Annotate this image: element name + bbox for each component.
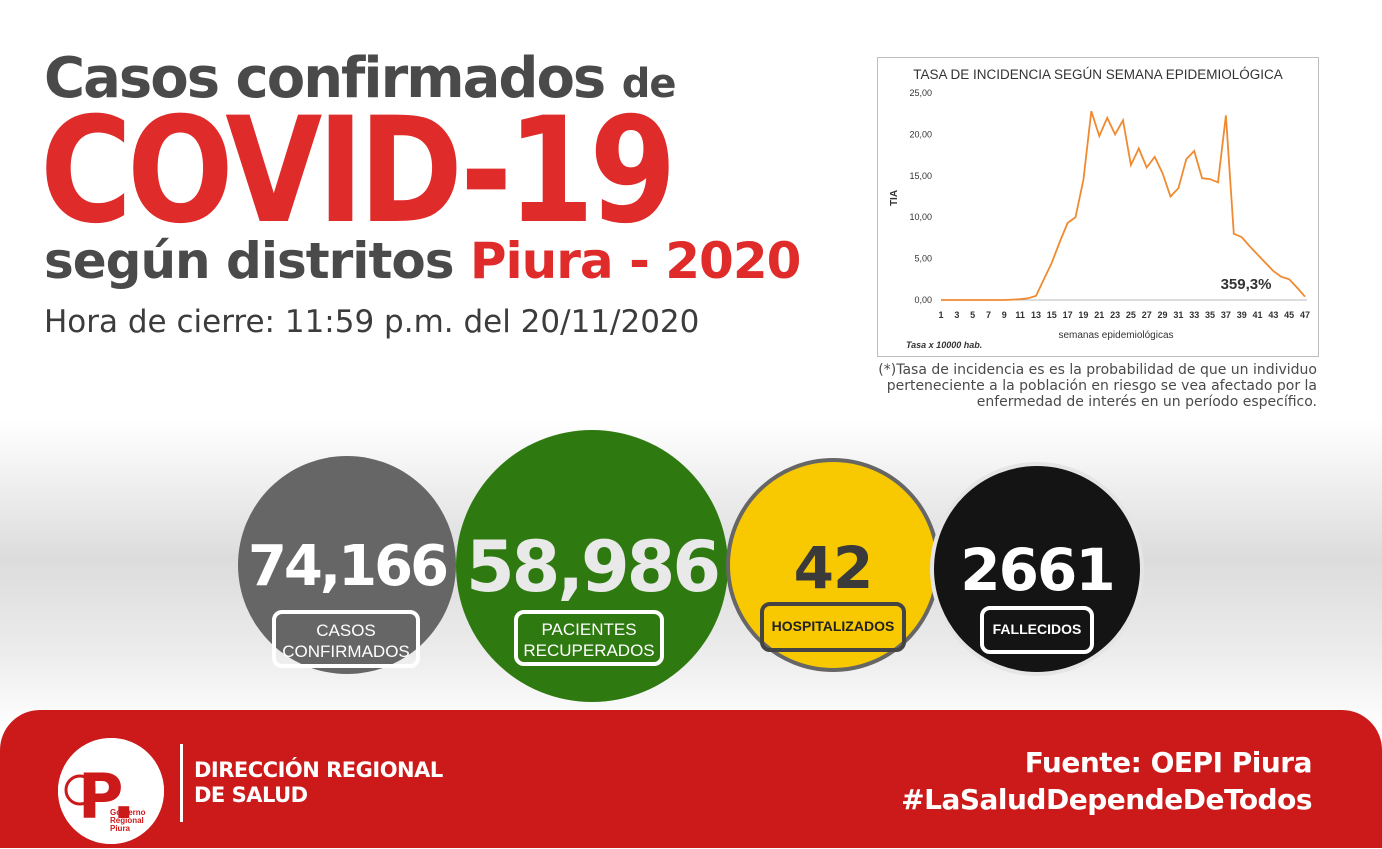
closing-time: Hora de cierre: 11:59 p.m. del 20/11/202… bbox=[44, 304, 700, 340]
y-tick-label: 5,00 bbox=[914, 254, 932, 264]
x-tick-label: 9 bbox=[1002, 310, 1007, 320]
title-region-year: Piura - 2020 bbox=[469, 232, 802, 290]
x-tick-label: 39 bbox=[1237, 310, 1247, 320]
organization-line-1: DIRECCIÓN REGIONAL bbox=[194, 758, 443, 782]
logo-caption: Gobierno Regional Piura bbox=[110, 808, 148, 833]
y-tick-label: 25,00 bbox=[909, 88, 932, 98]
y-tick-label: 0,00 bbox=[914, 295, 932, 305]
chart-footnote-label: Tasa x 10000 hab. bbox=[906, 340, 982, 350]
logo-caption-l2: Regional bbox=[110, 816, 144, 825]
x-tick-label: 29 bbox=[1158, 310, 1168, 320]
confirmed-value: 74,166 bbox=[247, 534, 449, 599]
hashtag-text: #LaSaludDependeDeTodos bbox=[901, 783, 1312, 816]
organization-line-2: DE SALUD bbox=[194, 783, 308, 807]
x-tick-label: 11 bbox=[1015, 310, 1025, 320]
logo-caption-l1: Gobierno bbox=[110, 808, 146, 817]
x-tick-label: 47 bbox=[1300, 310, 1310, 320]
y-tick-label: 10,00 bbox=[909, 212, 932, 222]
x-tick-label: 21 bbox=[1094, 310, 1104, 320]
title-small: de bbox=[621, 61, 677, 107]
deceased-label: FALLECIDOS bbox=[980, 606, 1094, 654]
deceased-circle: 2661 FALLECIDOS bbox=[930, 462, 1144, 676]
source-text: Fuente: OEPI Piura bbox=[1024, 746, 1313, 779]
x-tick-label: 1 bbox=[938, 310, 943, 320]
footer-banner: P. Gobierno Regional Piura DIRECCIÓN REG… bbox=[0, 710, 1382, 848]
series-line bbox=[941, 110, 1306, 301]
x-tick-label: 45 bbox=[1284, 310, 1294, 320]
x-tick-label: 25 bbox=[1126, 310, 1136, 320]
title-main: Casos confirmados bbox=[44, 46, 606, 111]
y-tick-label: 15,00 bbox=[909, 171, 932, 181]
x-tick-label: 27 bbox=[1142, 310, 1152, 320]
deceased-value: 2661 bbox=[960, 536, 1115, 604]
x-tick-label: 41 bbox=[1253, 310, 1263, 320]
confirmed-circle: 74,166 CASOS CONFIRMADOS bbox=[238, 456, 456, 674]
x-tick-label: 23 bbox=[1110, 310, 1120, 320]
incidence-chart: TASA DE INCIDENCIA SEGÚN SEMANA EPIDEMIO… bbox=[877, 57, 1319, 357]
x-tick-label: 7 bbox=[986, 310, 991, 320]
x-tick-label: 15 bbox=[1047, 310, 1057, 320]
chart-x-axis-label: semanas epidemiológicas bbox=[1058, 330, 1173, 341]
chart-note: (*)Tasa de incidencia es es la probabili… bbox=[878, 362, 1317, 410]
title-covid: COVID-19 bbox=[40, 86, 677, 256]
footer-divider bbox=[180, 744, 183, 822]
logo-letter: P. bbox=[78, 760, 136, 833]
x-tick-label: 19 bbox=[1078, 310, 1088, 320]
organization-name: DIRECCIÓN REGIONAL DE SALUD bbox=[194, 758, 443, 808]
recovered-value: 58,986 bbox=[465, 526, 721, 608]
title-districts: según distritos bbox=[44, 232, 454, 290]
title-line-3: según distritos Piura - 2020 bbox=[44, 232, 802, 290]
hospitalized-circle: 42 HOSPITALIZADOS bbox=[726, 458, 940, 672]
x-tick-label: 33 bbox=[1189, 310, 1199, 320]
y-tick-label: 20,00 bbox=[909, 129, 932, 139]
incidence-chart-svg: TASA DE INCIDENCIA SEGÚN SEMANA EPIDEMIO… bbox=[889, 67, 1310, 350]
footer-source: Fuente: OEPI Piura #LaSaludDependeDeTodo… bbox=[901, 744, 1312, 818]
x-tick-label: 13 bbox=[1031, 310, 1041, 320]
title-block: Casos confirmados de COVID-19 según dist… bbox=[0, 0, 860, 420]
gobierno-regional-logo: P. Gobierno Regional Piura bbox=[58, 738, 164, 844]
x-tick-label: 43 bbox=[1268, 310, 1278, 320]
title-line-1: Casos confirmados de bbox=[44, 46, 677, 111]
hospitalized-label: HOSPITALIZADOS bbox=[760, 602, 906, 652]
x-tick-label: 37 bbox=[1221, 310, 1231, 320]
x-tick-label: 5 bbox=[970, 310, 975, 320]
recovered-label: PACIENTES RECUPERADOS bbox=[514, 610, 664, 666]
chart-y-axis-label: TIA bbox=[889, 190, 900, 206]
x-tick-label: 3 bbox=[954, 310, 959, 320]
x-tick-label: 17 bbox=[1063, 310, 1073, 320]
logo-mark: P. Gobierno Regional Piura bbox=[58, 738, 164, 844]
x-tick-label: 31 bbox=[1173, 310, 1183, 320]
recovered-circle: 58,986 PACIENTES RECUPERADOS bbox=[456, 430, 728, 702]
hospitalized-value: 42 bbox=[793, 534, 874, 602]
chart-annotation: 359,3% bbox=[1221, 276, 1272, 293]
chart-title: TASA DE INCIDENCIA SEGÚN SEMANA EPIDEMIO… bbox=[913, 67, 1283, 82]
logo-caption-l3: Piura bbox=[110, 824, 131, 833]
confirmed-label: CASOS CONFIRMADOS bbox=[272, 610, 420, 668]
x-tick-label: 35 bbox=[1205, 310, 1215, 320]
